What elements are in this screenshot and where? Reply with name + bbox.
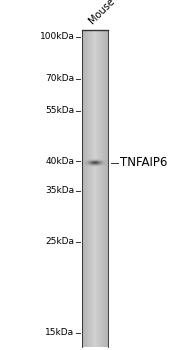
Text: 100kDa: 100kDa [40, 32, 74, 41]
Bar [84, 30, 85, 346]
Bar [89, 30, 90, 346]
Bar [92, 30, 93, 346]
Bar [102, 30, 103, 346]
Bar [99, 30, 100, 346]
Bar [93, 30, 94, 346]
Bar [101, 30, 102, 346]
Text: TNFAIP6: TNFAIP6 [120, 156, 167, 169]
Bar [107, 30, 108, 346]
Bar [85, 30, 86, 346]
Bar [98, 30, 99, 346]
Bar [90, 30, 91, 346]
Bar [97, 30, 98, 346]
Bar [107, 30, 108, 346]
Bar [97, 30, 98, 346]
Text: 15kDa: 15kDa [45, 328, 74, 337]
Bar [83, 30, 84, 346]
Bar [103, 30, 104, 346]
Bar [105, 30, 106, 346]
Text: 40kDa: 40kDa [45, 156, 74, 166]
Bar [100, 30, 101, 346]
Bar [104, 30, 105, 346]
Text: 25kDa: 25kDa [45, 237, 74, 246]
Bar [89, 30, 90, 346]
Bar [94, 30, 95, 346]
Text: 55kDa: 55kDa [45, 106, 74, 116]
Bar [98, 30, 99, 346]
Bar [100, 30, 101, 346]
Bar [106, 30, 107, 346]
Bar [106, 30, 107, 346]
Bar [86, 30, 87, 346]
Bar [82, 30, 83, 346]
Bar [87, 30, 88, 346]
Bar [88, 30, 89, 346]
Bar [96, 30, 97, 346]
Bar [99, 30, 100, 346]
Bar [91, 30, 92, 346]
Bar [96, 30, 97, 346]
Text: 35kDa: 35kDa [45, 186, 74, 195]
Bar [104, 30, 105, 346]
Text: Mouse brain: Mouse brain [88, 0, 137, 26]
Bar [82, 30, 83, 346]
Bar [85, 30, 86, 346]
Text: 70kDa: 70kDa [45, 74, 74, 83]
Bar [90, 30, 91, 346]
Bar [92, 30, 93, 346]
Bar [93, 30, 94, 346]
Bar [95, 30, 96, 346]
